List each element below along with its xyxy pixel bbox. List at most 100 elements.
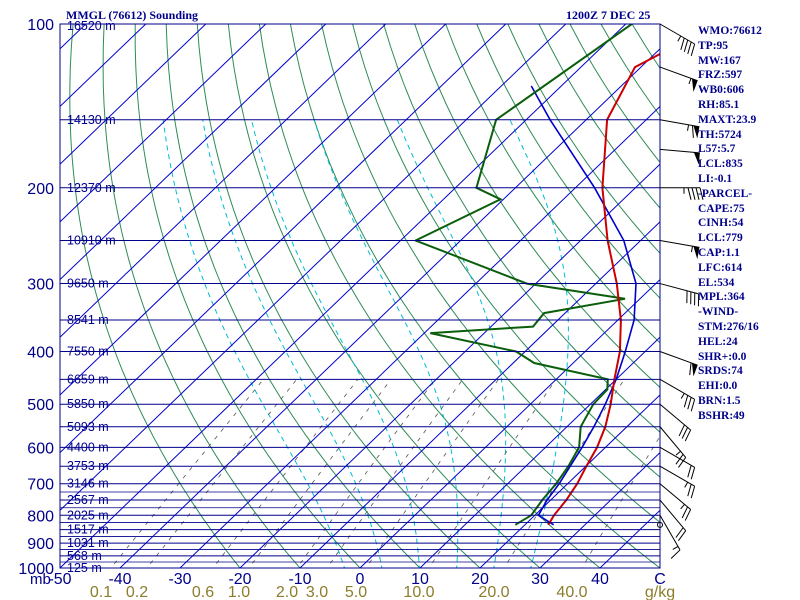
stat-item: SRDS:74 [698,365,743,378]
dry-adiabat [352,24,660,478]
mixing-ratio-label: 40.0 [556,584,587,600]
dry-adiabat [383,24,660,433]
isotherm [299,221,660,568]
wind-barb-halfflag [675,450,681,456]
wind-barb-halfflag [680,503,685,510]
pressure-tick-label: 600 [27,440,54,457]
pressure-unit-label: mb [30,571,51,588]
temperature-tick-label: 30 [531,571,549,588]
wind-barb-staff [659,66,698,82]
stat-item: MW:167 [698,54,741,67]
moist-adiabat [162,119,346,568]
height-label: 4400 m [67,440,109,454]
height-label: 3146 m [67,477,109,491]
height-label: 2025 m [67,508,109,522]
wind-barb-flag [675,527,684,538]
isotherm [60,24,267,223]
dry-adiabat [258,24,601,568]
wind-barb-flag [681,427,689,439]
height-label: 1517 m [67,523,109,537]
isotherm [479,394,660,568]
wind-barb-flag [695,187,700,200]
stat-item: MAXT:23.9 [698,113,757,126]
wind-barb-halfflag [687,124,690,131]
stat-item: SHR+:0.0 [698,350,747,363]
pressure-tick-label: 200 [27,181,54,198]
wind-barb-flag [690,399,696,412]
wind-barb-flag [680,37,685,51]
stat-item: RH:85.1 [698,98,740,111]
stat-item: CINH:54 [698,217,744,230]
wind-barb-staff [659,446,695,468]
temperature-tick-label: -30 [168,571,191,588]
station-title: MMGL (76612) Sounding [66,8,199,22]
wind-barb-halfflag [677,35,682,42]
height-label: 5093 m [67,420,109,434]
height-label: 1031 m [67,536,109,550]
wind-barb-flag [683,39,689,53]
dry-adiabat [134,24,361,568]
temperature-tick-label: 0 [356,571,365,588]
pressure-tick-label: 1000 [18,561,54,578]
wind-barb-flag [681,506,689,519]
mixing-ratio-labels: 0.1 0.2 0.6 1.0 2.0 3.0 5.0 10.0 20.0 40.0 [90,584,588,600]
wind-barb-flag [678,424,685,437]
height-label: 125 m [67,561,102,575]
stat-item: WMO:76612 [698,25,762,37]
wind-barb-flag [687,187,692,200]
height-label: 14130 m [67,113,116,127]
isotherm [60,24,507,454]
height-label: 12370 m [67,181,116,195]
isotherm [539,451,660,568]
dry-adiabat [321,24,660,523]
pressure-tick-label: 900 [27,536,54,553]
stat-item: L57:5.7 [698,143,736,156]
height-label: 2567 m [67,493,109,507]
wind-barb-flag [678,530,687,541]
stat-item: TH:5724 [698,128,742,141]
wind-barb-flag [670,549,681,559]
stat-item: HEL:24 [698,335,738,348]
dry-adiabat [414,24,660,389]
plot-frame [59,23,661,569]
height-label: 3753 m [67,459,109,473]
temperature-line [547,52,660,526]
dry-adiabat [165,24,421,568]
isotherms [0,24,660,580]
wind-barb-flag [690,43,696,57]
wind-barb-flag [675,454,684,465]
temperature-labels: -50 -40 -30 -20 -10 0 10 20 30 40 [48,571,609,588]
mixing-ratio-unit: g/kg [645,584,675,600]
wind-barb-pennant [691,363,698,377]
temperature-tick-label: 20 [471,571,489,588]
stat-item: BSHR:49 [698,409,745,422]
calm-wind-circle [657,521,663,528]
stats-list: WMO:76612 TP:95 MW:167 FRZ:597 WB0:606 RH:85.… [698,24,798,424]
stat-item: CAP:1.1 [698,246,740,259]
stat-item: WB0:606 [698,84,744,97]
height-label: 9650 m [67,277,109,291]
isobars [60,23,660,569]
dewpoint-line [413,24,633,526]
dry-adiabat [289,24,660,568]
stat-item: LFC:614 [698,261,743,274]
isotherm [60,24,387,338]
wind-barb-halfflag [690,246,693,253]
dry-adiabat [476,24,660,299]
pressure-tick-label: 500 [27,397,54,414]
wind-barb-staff [659,499,687,531]
wind-barb-flag [683,395,689,408]
wind-barb-flag [687,397,692,410]
plot-area [0,24,660,580]
wind-barb-pennant [693,125,700,139]
temperature-tick-label: -10 [288,571,311,588]
isotherm [60,24,567,512]
dry-adiabat [196,24,481,568]
isotherm [119,48,660,568]
stat-item: CAPE:75 [698,202,745,215]
isotherm [0,24,26,580]
dry-adiabats [69,24,660,568]
stat-item: FRZ:597 [698,69,743,82]
stat-item: -WIND- [698,306,739,319]
